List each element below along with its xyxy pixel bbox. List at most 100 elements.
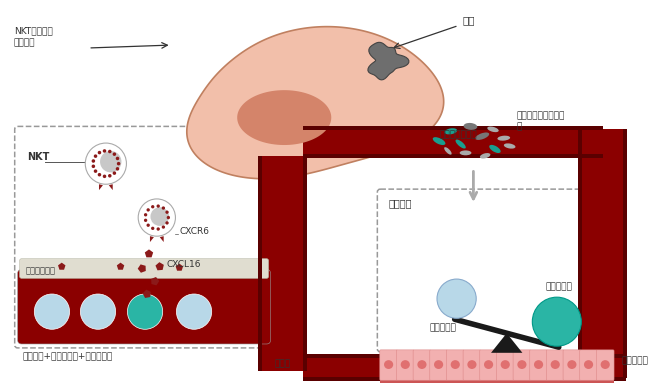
Circle shape — [98, 173, 101, 176]
FancyBboxPatch shape — [20, 259, 268, 278]
Circle shape — [117, 162, 120, 165]
Circle shape — [85, 143, 127, 184]
Circle shape — [94, 154, 98, 158]
Polygon shape — [109, 184, 112, 190]
Circle shape — [437, 279, 476, 318]
Ellipse shape — [456, 140, 466, 149]
Ellipse shape — [534, 360, 543, 369]
FancyBboxPatch shape — [430, 350, 447, 380]
Ellipse shape — [434, 360, 443, 369]
Text: 门静脉: 门静脉 — [274, 360, 291, 369]
Circle shape — [157, 204, 160, 208]
Bar — [578, 129, 582, 378]
Circle shape — [92, 165, 95, 168]
Text: 门静脉血+初级胆汁酸+次级胆汇酸: 门静脉血+初级胆汁酸+次级胆汇酸 — [23, 353, 113, 362]
Polygon shape — [145, 249, 153, 257]
FancyBboxPatch shape — [396, 350, 414, 380]
Text: 肝窜内皮细胞: 肝窜内皮细胞 — [25, 266, 55, 275]
Polygon shape — [150, 236, 154, 242]
Ellipse shape — [584, 360, 593, 369]
Text: CXCL16: CXCL16 — [166, 260, 201, 269]
Ellipse shape — [504, 143, 515, 149]
Circle shape — [103, 149, 107, 153]
Circle shape — [100, 151, 122, 172]
Ellipse shape — [384, 360, 393, 369]
Circle shape — [165, 221, 169, 224]
Circle shape — [92, 159, 95, 163]
Circle shape — [127, 294, 162, 329]
Polygon shape — [151, 277, 159, 285]
Bar — [303, 154, 603, 158]
FancyBboxPatch shape — [447, 350, 464, 380]
Circle shape — [157, 227, 160, 231]
Bar — [303, 156, 307, 371]
Circle shape — [532, 297, 581, 346]
Ellipse shape — [488, 127, 499, 132]
Ellipse shape — [551, 360, 560, 369]
Circle shape — [81, 294, 116, 329]
Ellipse shape — [484, 360, 493, 369]
Polygon shape — [99, 184, 103, 190]
Ellipse shape — [433, 137, 445, 145]
Polygon shape — [237, 90, 332, 145]
FancyBboxPatch shape — [580, 350, 597, 380]
Ellipse shape — [460, 151, 471, 155]
Ellipse shape — [480, 153, 490, 159]
Text: 胆汁酸池: 胆汁酸池 — [388, 198, 411, 208]
Polygon shape — [368, 42, 409, 80]
FancyBboxPatch shape — [378, 189, 616, 352]
Ellipse shape — [567, 360, 577, 369]
FancyBboxPatch shape — [547, 350, 564, 380]
FancyBboxPatch shape — [18, 269, 270, 344]
Circle shape — [116, 157, 119, 160]
Ellipse shape — [517, 360, 526, 369]
Circle shape — [112, 171, 116, 175]
Polygon shape — [187, 27, 444, 179]
Circle shape — [176, 294, 212, 329]
Text: 肠上皮细胞: 肠上皮细胞 — [621, 357, 648, 366]
Circle shape — [144, 213, 148, 217]
Ellipse shape — [467, 360, 476, 369]
Text: 肠道微生物代谢胆汇
酸: 肠道微生物代谢胆汇 酸 — [517, 111, 565, 131]
Polygon shape — [160, 236, 164, 242]
Polygon shape — [58, 263, 66, 270]
Text: 次级胆汇酸: 次级胆汇酸 — [545, 282, 572, 291]
FancyBboxPatch shape — [480, 350, 497, 380]
Ellipse shape — [463, 123, 477, 130]
Circle shape — [162, 206, 165, 210]
Polygon shape — [138, 264, 146, 273]
Ellipse shape — [450, 360, 460, 369]
Circle shape — [98, 151, 101, 154]
Polygon shape — [491, 333, 523, 353]
Ellipse shape — [445, 128, 457, 135]
Text: CXCR6: CXCR6 — [179, 227, 209, 236]
Bar — [303, 377, 627, 381]
FancyBboxPatch shape — [530, 350, 547, 380]
Bar — [303, 357, 627, 378]
Polygon shape — [176, 264, 183, 271]
FancyBboxPatch shape — [463, 350, 481, 380]
Circle shape — [116, 167, 119, 170]
Circle shape — [94, 169, 98, 173]
Text: NKT: NKT — [27, 152, 50, 162]
Circle shape — [108, 150, 112, 153]
Ellipse shape — [444, 147, 452, 154]
Ellipse shape — [497, 136, 510, 141]
Bar — [303, 126, 603, 130]
Circle shape — [138, 199, 176, 236]
Circle shape — [151, 205, 155, 208]
Bar — [581, 129, 625, 378]
Polygon shape — [155, 262, 164, 270]
Ellipse shape — [601, 360, 610, 369]
Circle shape — [146, 224, 150, 227]
Ellipse shape — [489, 145, 500, 153]
Bar — [303, 354, 627, 358]
FancyBboxPatch shape — [413, 350, 431, 380]
Circle shape — [112, 152, 116, 156]
Circle shape — [150, 207, 169, 226]
Bar — [380, 378, 614, 383]
Bar — [303, 129, 603, 157]
Bar — [623, 129, 627, 378]
FancyBboxPatch shape — [597, 350, 614, 380]
FancyBboxPatch shape — [497, 350, 514, 380]
